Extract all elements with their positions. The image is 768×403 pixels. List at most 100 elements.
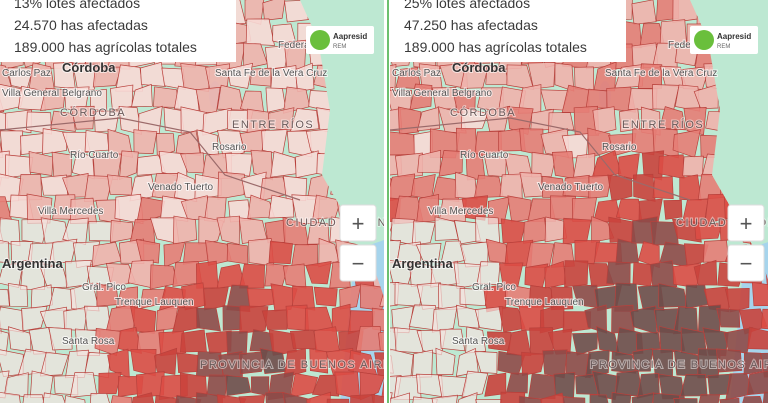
map-label: Rosario (212, 142, 247, 153)
district (27, 242, 55, 266)
district (176, 352, 198, 373)
zoom-out-label: − (352, 251, 365, 276)
district (500, 218, 526, 244)
district (268, 240, 294, 265)
district (652, 176, 674, 200)
district (611, 391, 632, 403)
district (62, 131, 91, 154)
district (439, 328, 466, 352)
logo-sub: REM (717, 44, 730, 50)
district (410, 396, 438, 403)
district (459, 287, 488, 307)
stat-line: 189.000 has agrícolas totales (14, 39, 197, 55)
district (20, 394, 48, 403)
district (394, 152, 423, 178)
map-label: ENTRE RÍOS (622, 118, 704, 131)
map-label: ENTRE RÍOS (232, 118, 314, 131)
district (474, 130, 503, 157)
district (461, 370, 489, 398)
district (415, 243, 442, 263)
map-label: Carlos Paz (2, 68, 51, 79)
district (378, 326, 384, 354)
district (498, 262, 524, 289)
district (20, 133, 45, 155)
district (465, 326, 487, 354)
district (390, 282, 400, 308)
map-label: Santa Rosa (452, 336, 505, 347)
district (135, 238, 161, 264)
district (70, 105, 95, 130)
district (562, 311, 592, 333)
district (238, 395, 266, 403)
district (306, 391, 331, 403)
district (158, 330, 187, 357)
map-label: CÓRDOBA (60, 106, 126, 119)
map-label: PROVINCIA DE BUENOS AIRES (200, 359, 401, 371)
zoom-in-button[interactable] (727, 204, 765, 242)
district (222, 305, 243, 331)
district (173, 215, 198, 245)
district (282, 391, 311, 403)
district (261, 309, 289, 330)
district (674, 84, 701, 112)
zoom-in-button[interactable] (339, 204, 377, 242)
district (246, 108, 271, 134)
district (63, 306, 88, 331)
district (226, 242, 249, 265)
district (163, 241, 186, 268)
map-label: Villa General Belgrano (392, 88, 492, 99)
district (172, 394, 202, 403)
district (765, 263, 768, 290)
district (291, 244, 318, 266)
district (374, 352, 384, 379)
district (672, 218, 702, 243)
district (649, 260, 678, 287)
district (396, 241, 422, 265)
district (225, 374, 252, 397)
zoom-out-button[interactable] (727, 244, 765, 282)
district (702, 239, 730, 263)
district (153, 86, 179, 108)
district (325, 398, 351, 403)
district (98, 372, 122, 395)
district (227, 62, 254, 89)
logo-icon (310, 30, 330, 50)
district (195, 307, 221, 332)
district (409, 83, 433, 110)
district (239, 263, 265, 289)
district (550, 286, 574, 311)
district (694, 222, 723, 240)
map-label: Venado Tuerto (538, 182, 603, 193)
district (651, 392, 680, 403)
district (50, 110, 76, 132)
district (475, 399, 503, 403)
map-label: Argentina (2, 256, 63, 271)
map-label: PROVINCIA DE BUENOS AIRES (590, 359, 768, 371)
district (289, 329, 318, 350)
district (107, 395, 133, 403)
district (30, 284, 53, 310)
stat-line: 47.250 has afectadas (404, 17, 538, 33)
district (585, 88, 608, 109)
district (41, 392, 71, 403)
district (48, 327, 73, 351)
district (0, 288, 10, 307)
district (216, 394, 247, 403)
district (198, 216, 225, 245)
province-border (390, 117, 691, 201)
district (195, 86, 221, 114)
map-label: Santa Rosa (62, 336, 115, 347)
zoom-out-button[interactable] (339, 244, 377, 282)
district (431, 394, 458, 403)
logo-sub: REM (333, 44, 346, 50)
district (564, 260, 589, 288)
district (282, 263, 307, 289)
district (140, 61, 166, 87)
district (131, 83, 153, 107)
district (747, 326, 768, 350)
map-label: Santa Fe de la Vera Cruz (215, 68, 327, 79)
map-label: Río Cuarto (70, 150, 119, 161)
district (28, 150, 54, 176)
district (42, 128, 68, 155)
zoom-in-label: + (352, 211, 365, 236)
